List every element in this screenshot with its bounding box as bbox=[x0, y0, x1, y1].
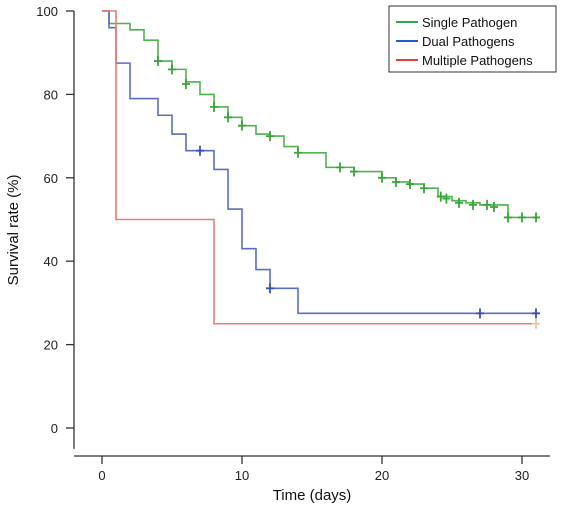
legend-item: Multiple Pathogens bbox=[396, 53, 533, 68]
censor-mark-single-pathogen bbox=[436, 191, 445, 202]
y-axis-title: Survival rate (%) bbox=[5, 174, 22, 285]
y-tick-label: 60 bbox=[44, 171, 58, 186]
censor-marks bbox=[154, 56, 540, 329]
censor-mark-single-pathogen bbox=[469, 199, 477, 210]
censor-mark-dual-pathogens bbox=[476, 308, 484, 319]
y-tick-label: 100 bbox=[36, 4, 58, 19]
censor-mark-single-pathogen bbox=[266, 131, 274, 142]
censor-mark-single-pathogen bbox=[224, 112, 232, 123]
censor-mark-single-pathogen bbox=[378, 172, 386, 183]
y-tick-label: 0 bbox=[51, 421, 58, 436]
censor-mark-single-pathogen bbox=[336, 162, 344, 173]
axes bbox=[73, 11, 550, 457]
y-tick-label: 80 bbox=[44, 87, 58, 102]
x-tick-label: 30 bbox=[515, 468, 529, 483]
censor-mark-multiple-pathogens bbox=[532, 318, 540, 329]
legend-label-dual-pathogens: Dual Pathogens bbox=[422, 34, 515, 49]
x-axis-title: Time (days) bbox=[273, 487, 352, 504]
series-line-multiple-pathogens bbox=[102, 10, 536, 325]
censor-mark-single-pathogen bbox=[504, 212, 512, 223]
censor-mark-dual-pathogens bbox=[266, 283, 274, 294]
censor-mark-single-pathogen bbox=[392, 176, 400, 187]
legend-item: Single Pathogen bbox=[396, 15, 517, 30]
censor-mark-single-pathogen bbox=[168, 64, 176, 75]
x-tick-label: 10 bbox=[235, 468, 249, 483]
x-tick-label: 0 bbox=[98, 468, 105, 483]
censor-mark-single-pathogen bbox=[210, 101, 218, 112]
censor-mark-single-pathogen bbox=[406, 179, 414, 190]
legend-label-single-pathogen: Single Pathogen bbox=[422, 15, 517, 30]
censor-mark-single-pathogen bbox=[294, 147, 302, 158]
series-line-single-pathogen bbox=[102, 10, 536, 219]
x-tick-label: 20 bbox=[375, 468, 389, 483]
censor-mark-single-pathogen bbox=[490, 201, 498, 212]
censor-mark-single-pathogen bbox=[182, 78, 190, 89]
censor-mark-single-pathogen bbox=[154, 56, 162, 67]
censor-mark-dual-pathogens bbox=[532, 308, 540, 319]
censor-mark-single-pathogen bbox=[420, 183, 428, 194]
y-tick-label: 40 bbox=[44, 254, 58, 269]
censor-mark-single-pathogen bbox=[532, 212, 540, 223]
censor-mark-single-pathogen bbox=[350, 166, 358, 177]
legend-item: Dual Pathogens bbox=[396, 34, 515, 49]
censor-mark-single-pathogen bbox=[518, 212, 526, 223]
censor-mark-single-pathogen bbox=[238, 120, 246, 131]
censor-mark-single-pathogen bbox=[455, 197, 463, 208]
y-ticks: 0 20 40 60 80 100 bbox=[36, 4, 74, 436]
y-tick-label: 20 bbox=[44, 338, 58, 353]
censor-mark-single-pathogen bbox=[483, 199, 491, 210]
censor-mark-dual-pathogens bbox=[196, 145, 204, 156]
censor-mark-single-pathogen bbox=[442, 193, 451, 204]
legend: Single Pathogen Dual Pathogens Multiple … bbox=[388, 5, 557, 73]
x-ticks: 0 10 20 30 bbox=[98, 456, 529, 483]
legend-label-multiple-pathogens: Multiple Pathogens bbox=[422, 53, 533, 68]
